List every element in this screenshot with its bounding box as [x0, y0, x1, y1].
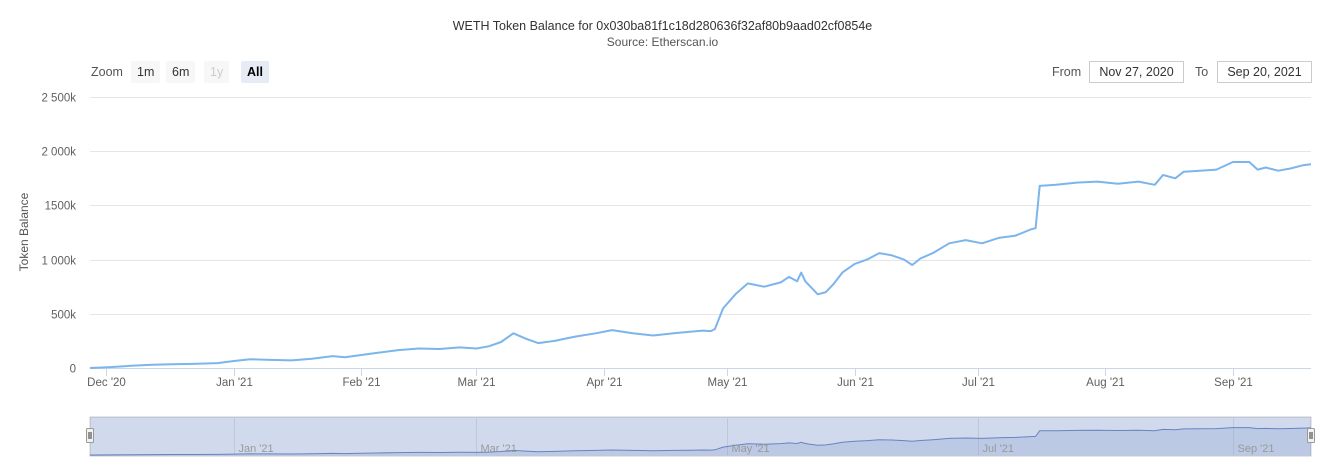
x-tick-label: Mar '21: [458, 377, 496, 389]
x-tick-label: Jul '21: [962, 377, 995, 389]
zoom-1y-button[interactable]: 1y: [204, 61, 230, 83]
range-from-label: From: [1052, 65, 1082, 79]
zoom-all-button[interactable]: All: [241, 61, 269, 83]
series-line: [89, 161, 1312, 369]
navigator-tick-label: Sep '21: [1238, 443, 1275, 455]
navigator-tick-label: Jan '21: [239, 443, 274, 455]
y-tick-label: 0: [70, 364, 76, 376]
range-from-input[interactable]: Nov 27, 2020: [1089, 61, 1184, 83]
navigator-handle-right[interactable]: [1307, 428, 1315, 443]
x-axis-ticks: Dec '20 Jan '21 Feb '21 Mar '21 Apr '21 May '…: [87, 368, 1253, 389]
y-tick-label: 2 500k: [41, 93, 76, 105]
x-tick-label: Feb '21: [343, 377, 381, 389]
zoom-6m-button[interactable]: 6m: [166, 61, 196, 83]
navigator-tick-label: Mar '21: [481, 443, 517, 455]
y-axis-ticks: 0 500k 1 000k 1500k 2 000k 2 500k: [41, 93, 76, 376]
y-tick-label: 2 000k: [41, 147, 76, 159]
zoom-label: Zoom: [91, 65, 123, 79]
range-to-input[interactable]: Sep 20, 2021: [1217, 61, 1312, 83]
chart-title: WETH Token Balance for 0x030ba81f1c18d28…: [452, 19, 873, 33]
x-tick-label: Aug '21: [1086, 377, 1125, 389]
navigator-handle-left[interactable]: [86, 428, 94, 443]
navigator-area: [90, 427, 1311, 455]
zoom-1m-button[interactable]: 1m: [131, 61, 161, 83]
chart-subtitle: Source: Etherscan.io: [606, 35, 719, 49]
navigator-mask-selected[interactable]: [90, 417, 1311, 456]
navigator[interactable]: Jan '21 Mar '21 May '21 Jul '21 Sep '21: [86, 416, 1315, 457]
gridlines: [90, 97, 1311, 315]
y-tick-label: 1 000k: [41, 256, 76, 268]
range-to-label: To: [1195, 65, 1209, 79]
x-tick-label: Sep '21: [1214, 377, 1253, 389]
x-tick-label: Dec '20: [87, 377, 126, 389]
y-tick-label: 1500k: [45, 201, 77, 213]
navigator-tick-label: Jul '21: [983, 443, 1014, 455]
y-tick-label: 500k: [51, 310, 76, 322]
navigator-ticks: Jan '21 Mar '21 May '21 Jul '21 Sep '21: [239, 443, 1275, 455]
x-tick-label: Jan '21: [216, 377, 253, 389]
x-tick-label: Jun '21: [837, 377, 874, 389]
series-points: [89, 161, 1312, 369]
navigator-grid: [234, 417, 1234, 456]
x-tick-label: May '21: [708, 377, 748, 389]
y-axis-title: Token Balance: [17, 192, 31, 271]
x-tick-label: Apr '21: [586, 377, 622, 389]
navigator-series-line: [89, 427, 1312, 456]
navigator-tick-label: May '21: [732, 443, 770, 455]
